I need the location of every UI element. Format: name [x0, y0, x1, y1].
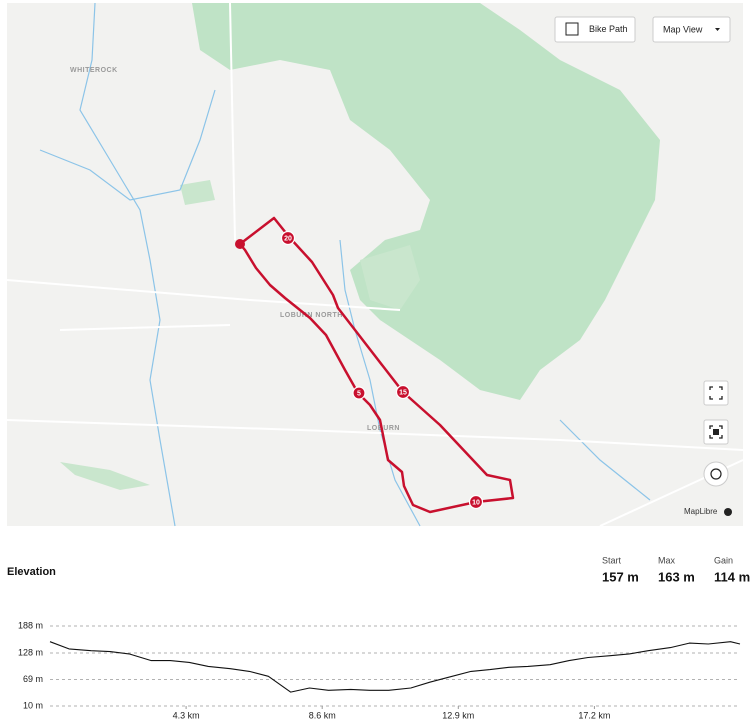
map-view-select[interactable]: Map View: [652, 16, 731, 43]
fullscreen-button[interactable]: [703, 380, 729, 406]
place-label: LOBURN: [367, 425, 400, 432]
stat-value: 157 m: [602, 569, 639, 584]
place-label: LOBURN NORTH: [280, 312, 343, 319]
y-tick-label: 128 m: [18, 647, 43, 657]
x-tick-label: 12.9 km: [442, 710, 474, 720]
info-icon[interactable]: [724, 508, 732, 516]
route-marker-label: 15: [399, 389, 407, 396]
x-tick-label: 4.3 km: [173, 710, 200, 720]
route-marker: [352, 386, 366, 400]
road: [6, 2, 744, 527]
dropdown-arrow: [715, 28, 720, 31]
elevation-title: Elevation: [7, 566, 56, 578]
stat-label: Max: [658, 555, 676, 565]
x-tick-label: 17.2 km: [578, 710, 610, 720]
elevation-line: [49, 641, 741, 693]
stat-value: 163 m: [658, 569, 695, 584]
elevation-chart: 10 m 69 m 128 m 188 m 4.3 km 8.6 km 12.9 km 17.…: [18, 620, 741, 720]
river: [39, 2, 651, 527]
y-tick-label: 10 m: [23, 700, 43, 710]
route: [239, 216, 515, 514]
button-label: Bike Path: [589, 24, 628, 34]
forest: [192, 3, 660, 400]
route-marker-label: 20: [284, 235, 292, 242]
route-start: [235, 239, 245, 249]
map[interactable]: WHITEROCK LOBURN NORTH LOBURN 5 10 15 20…: [6, 2, 744, 527]
stat-value: 114 m: [714, 569, 750, 584]
x-tick-label: 8.6 km: [309, 710, 336, 720]
route-marker: [468, 494, 484, 510]
bike-path-toggle[interactable]: Bike Path: [554, 16, 636, 43]
fit-route-button[interactable]: [703, 419, 729, 445]
checkbox[interactable]: [565, 22, 579, 36]
route-marker-label: 5: [357, 390, 361, 397]
stat-label: Gain: [714, 555, 733, 565]
attribution[interactable]: MapLibre: [684, 507, 718, 516]
route-marker: [395, 384, 411, 400]
locate-button[interactable]: [703, 461, 729, 487]
stat-label: Start: [602, 555, 622, 565]
place-label: WHITEROCK: [70, 67, 118, 74]
select-label: Map View: [663, 24, 703, 34]
route-marker-label: 10: [472, 499, 480, 506]
y-tick-label: 69 m: [23, 674, 43, 684]
y-tick-label: 188 m: [18, 620, 43, 630]
route-marker: [280, 230, 296, 246]
